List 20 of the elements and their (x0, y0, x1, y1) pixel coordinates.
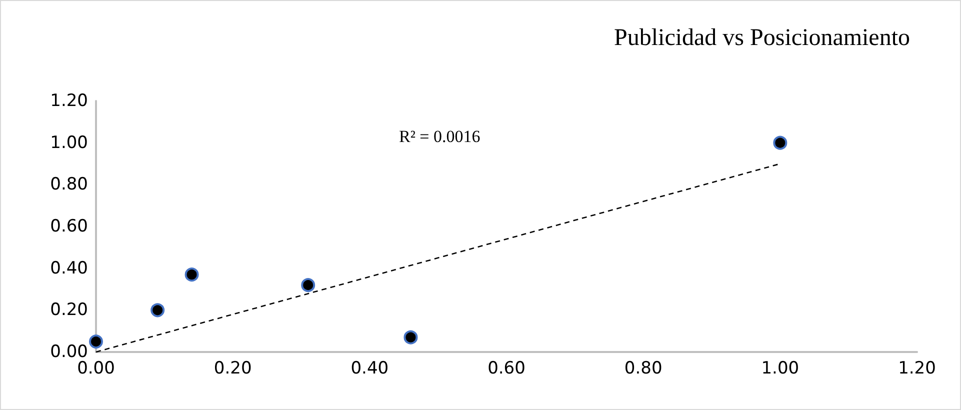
x-tick-label: 1.00 (761, 358, 800, 378)
x-tick-label: 1.20 (898, 358, 936, 378)
y-tick-label: 0.60 (50, 216, 88, 236)
annotation: R² = 0.0016 (399, 127, 480, 146)
x-tick-label: 0.80 (624, 358, 662, 378)
x-tick-label: 0.40 (350, 358, 389, 378)
y-tick-label: 1.20 (50, 91, 88, 111)
y-tick-label: 0.80 (50, 174, 88, 195)
y-tick-label: 0.40 (50, 258, 88, 278)
point (404, 330, 418, 344)
y-tick-label: 1.00 (50, 132, 88, 153)
chart-title: Publicidad vs Posicionamiento (614, 25, 910, 51)
y-tick-label: 0.20 (50, 300, 88, 320)
point (89, 334, 103, 349)
point (773, 136, 788, 150)
x-tick-label: 0.60 (488, 358, 526, 378)
x-tick-label: 0.20 (214, 358, 252, 378)
point (301, 278, 316, 292)
point (184, 268, 199, 282)
point (150, 303, 165, 318)
